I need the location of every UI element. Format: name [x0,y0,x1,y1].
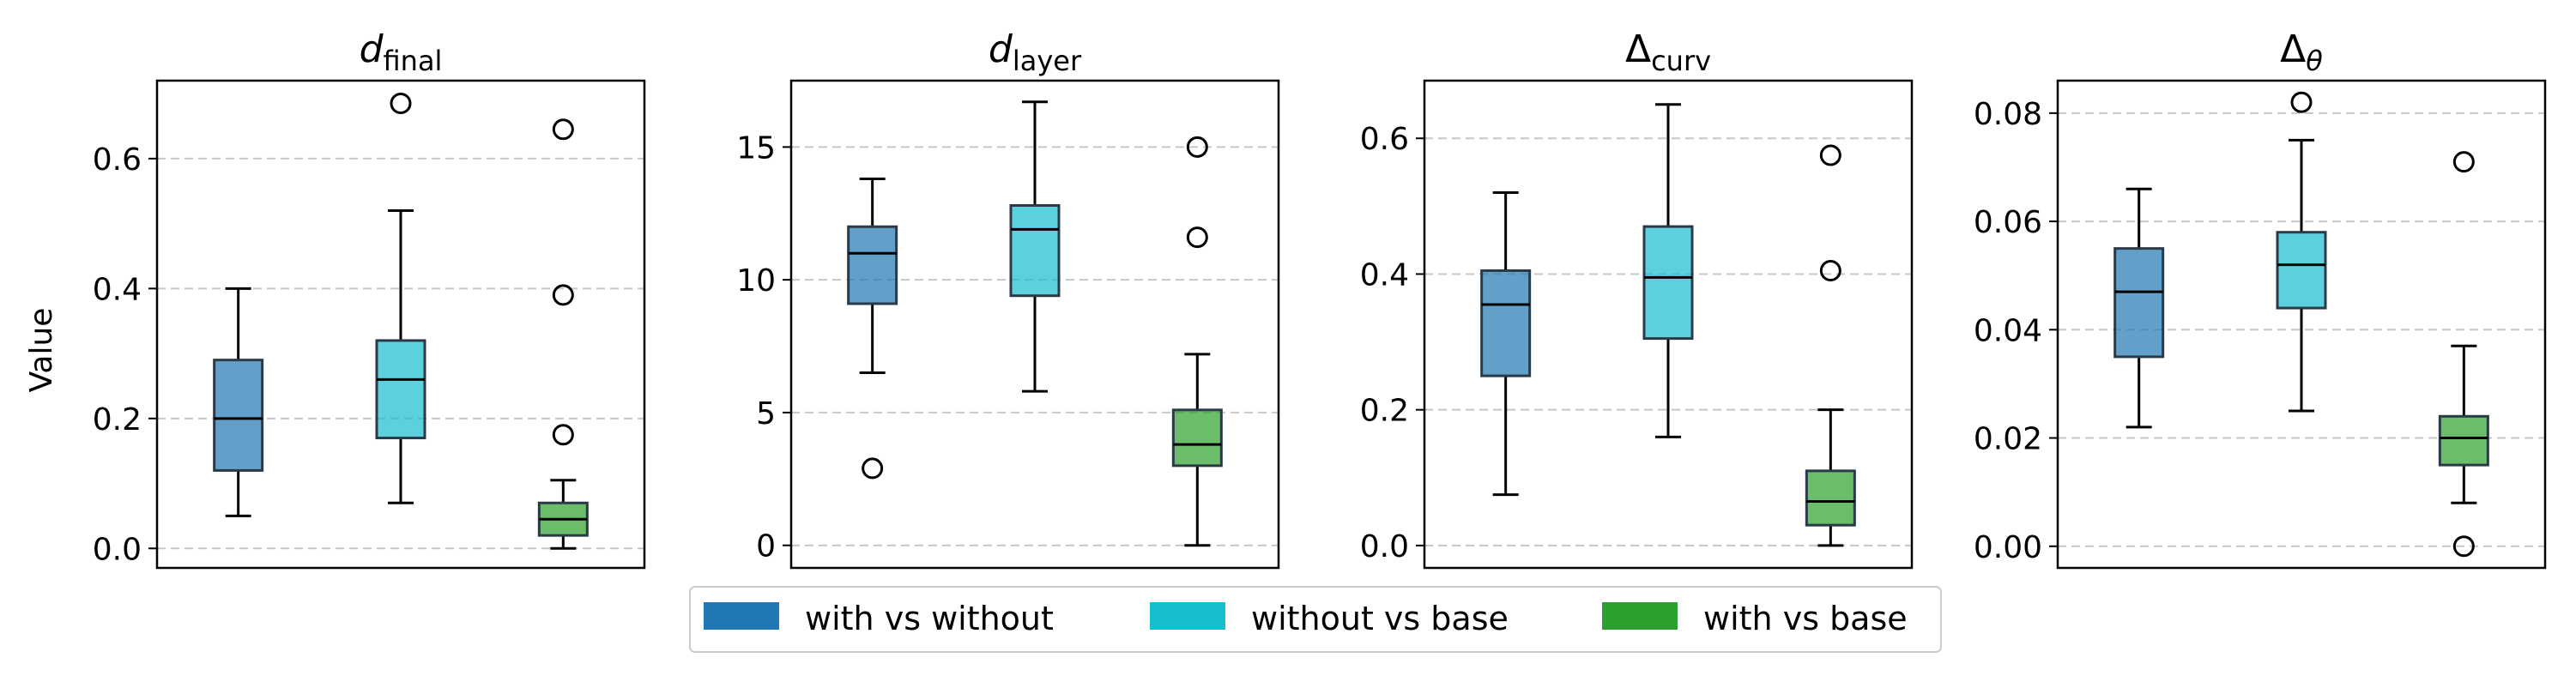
box-with-vs-without [213,287,264,517]
y-tick-label: 0.4 [1360,257,1409,293]
panel-1: 0.0 0.2 0.4 0.6 dfinal [93,27,646,570]
y-tick-label: 5 [756,396,776,432]
box-iqr [375,339,426,440]
axes-frame [155,79,646,570]
axes-frame [1423,79,1914,570]
legend-patch [1602,602,1678,630]
box-with-vs-without [847,178,898,480]
box-iqr [2438,414,2489,467]
outlier-point [552,424,574,446]
legend-label: with vs without [805,600,1054,637]
box-iqr [1642,225,1694,341]
outlier-point [862,457,884,480]
legend-label: with vs base [1703,600,1908,637]
box-with-vs-base [1805,144,1856,547]
panel-3: 0.0 0.2 0.4 0.6 Δcurv [1360,27,1914,570]
box-without-vs-base [1009,100,1061,393]
y-tick-label: 0.08 [1974,97,2042,132]
panel-title: Δθ [2280,27,2323,77]
legend-patch [704,602,779,630]
panel-title: dlayer [989,27,1082,77]
axes-frame [789,79,1280,570]
y-tick-label: 0.6 [93,142,142,178]
y-tick-label: 0.04 [1974,313,2042,348]
y-tick-label: 0.06 [1974,205,2042,240]
box-with-vs-without [1480,191,1532,497]
y-tick-label: 15 [736,130,776,166]
y-tick-label: 10 [736,263,776,299]
legend-label: without vs base [1251,600,1509,637]
outlier-point [1819,260,1841,282]
y-axis-label: Value [24,308,59,393]
box-with-vs-base [2438,151,2489,558]
box-with-vs-without [2113,187,2165,429]
box-iqr [1171,408,1223,468]
outlier-point [1819,144,1841,166]
outlier-point [1186,136,1208,158]
panel-title: dfinal [360,27,443,77]
panel-4: 0.00 0.02 0.04 0.06 0.08 Δθ [1974,27,2547,570]
box-iqr [213,359,264,472]
y-tick-label: 0.2 [93,402,142,438]
outlier-point [552,284,574,306]
box-iqr [1805,469,1856,527]
legend: with vs without without vs base with vs ba… [689,586,1942,653]
y-tick-label: 0.00 [1974,530,2042,565]
box-without-vs-base [375,93,426,504]
outlier-point [552,118,574,141]
box-iqr [2113,247,2165,359]
box-with-vs-base [1171,136,1223,547]
outlier-point [2452,535,2475,558]
axes-frame [2056,79,2547,570]
box-iqr [1480,269,1532,377]
box-without-vs-base [2276,91,2327,413]
panel-title: Δcurv [1625,27,1711,77]
outlier-point [2290,91,2313,113]
box-with-vs-base [537,118,589,550]
y-tick-label: 0.0 [1360,529,1409,564]
y-tick-label: 0.6 [1360,122,1409,157]
y-tick-label: 0.2 [1360,394,1409,429]
panel-2: 0 5 10 15 dlayer [736,27,1280,570]
y-tick-label: 0.4 [93,272,142,307]
box-without-vs-base [1642,103,1694,438]
outlier-point [2452,151,2475,173]
box-iqr [1009,203,1061,298]
legend-patch [1150,602,1225,630]
box-iqr [2276,231,2327,310]
outlier-point [1186,226,1208,249]
outlier-point [390,93,412,115]
y-tick-label: 0.02 [1974,422,2042,457]
y-tick-label: 0 [756,529,776,564]
y-tick-label: 0.0 [93,532,142,567]
box-iqr [847,225,898,305]
